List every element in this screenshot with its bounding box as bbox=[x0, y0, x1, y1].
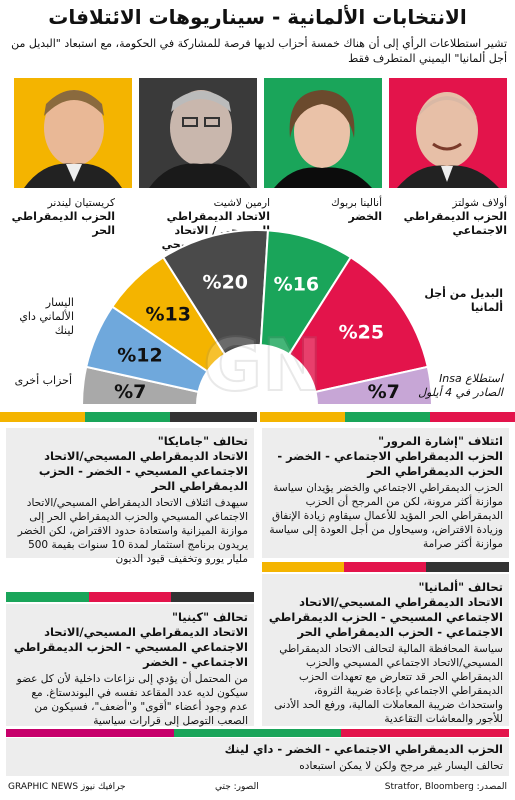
coalition-title: تحالف "ألمانيا" bbox=[418, 580, 503, 594]
chart-data-label: %13 bbox=[146, 303, 191, 325]
page-subtitle: تشير استطلاعات الرأي إلى أن هناك خمسة أح… bbox=[11, 37, 507, 65]
coalition-text: الحزب الديمقراطي الاجتماعي والخضر يؤيدان… bbox=[269, 482, 503, 550]
label-afd: البديل من أجل ألمانيا bbox=[424, 287, 503, 314]
color-strip-kenya bbox=[6, 592, 254, 602]
page-title: الانتخابات الألمانية - سيناريوهات الائتل… bbox=[48, 5, 467, 29]
coalition-parties: الاتحاد الديمقراطي المسيحي/الاتحاد الاجت… bbox=[38, 449, 248, 493]
candidate-label-scholz: أولاف شولتز الحزب الديمقراطي الاجتماعي bbox=[389, 196, 507, 238]
color-strip-left-coalition bbox=[6, 729, 509, 737]
coalition-title: تحالف "جامايكا" bbox=[157, 434, 248, 448]
candidate-name: أنالينا بربوك bbox=[331, 197, 382, 209]
candidate-label-lindner: كريستيان ليندنر الحزب الديمقراطي الحر bbox=[7, 196, 115, 238]
portrait-laschet bbox=[139, 78, 257, 188]
label-poll: استطلاع Insa الصادر في 4 أيلول bbox=[413, 372, 503, 400]
coalition-parties: الاتحاد الديمقراطي المسيحي/الاتحاد الاجت… bbox=[268, 595, 503, 639]
coalition-left: الحزب الديمقراطي الاجتماعي - الخضر - داي… bbox=[6, 738, 509, 776]
label-others: أحزاب أخرى bbox=[14, 374, 72, 387]
candidate-name: كريستيان ليندنر bbox=[47, 197, 115, 209]
portrait-scholz bbox=[389, 78, 507, 188]
coalition-title: الحزب الديمقراطي الاجتماعي - الخضر - داي… bbox=[224, 742, 503, 756]
candidate-party: الحزب الديمقراطي الحر bbox=[11, 210, 115, 237]
coalition-title: تحالف "كينيا" bbox=[171, 610, 248, 624]
coalition-text: سياسة المحافظة المالية لتحالف الاتحاد ال… bbox=[274, 643, 503, 725]
coalition-kenya: تحالف "كينيا" الاتحاد الديمقراطي المسيحي… bbox=[6, 604, 254, 727]
coalition-text: تحالف اليسار غير مرجح ولكن لا يمكن استبع… bbox=[299, 760, 503, 772]
label-left-party: اليسار الألماني داي لينك bbox=[19, 296, 74, 337]
coalition-parties: الاتحاد الديمقراطي المسيحي/الاتحاد الاجت… bbox=[13, 625, 248, 669]
coalition-parties: الحزب الديمقراطي الاجتماعي - الخضر - الح… bbox=[277, 449, 503, 478]
chart-data-label: %20 bbox=[203, 272, 248, 294]
parliament-chart: %7 %12 %13 %20 %16 %25 %7 bbox=[80, 229, 434, 406]
candidate-label-baerbock: أنالينا بربوك الخضر bbox=[282, 196, 382, 224]
candidate-party: الخضر bbox=[348, 210, 382, 223]
chart-data-label: %25 bbox=[339, 322, 384, 344]
candidate-party: الحزب الديمقراطي الاجتماعي bbox=[403, 210, 507, 237]
candidate-name: ارمين لاشيت bbox=[213, 197, 270, 209]
coalition-text: سيهدف ائتلاف الاتحاد الديمقراطي المسيحي/… bbox=[17, 497, 248, 565]
coalition-germany: تحالف "ألمانيا" الاتحاد الديمقراطي المسي… bbox=[262, 574, 509, 726]
chart-segment bbox=[287, 255, 429, 394]
color-strip-germany bbox=[262, 562, 509, 572]
footer-photo-credit: الصور: جتي bbox=[215, 782, 259, 792]
color-strip-top bbox=[0, 412, 515, 424]
coalition-title: ائتلاف "إشارة المرور" bbox=[378, 434, 503, 448]
coalition-text: من المحتمل أن يؤدي إلى نزاعات داخلية لأن… bbox=[16, 673, 248, 727]
footer-brand: GRAPHIC NEWS جرافيك نيوز bbox=[8, 782, 126, 792]
chart-data-label: %12 bbox=[117, 344, 162, 366]
poll-line-1: استطلاع Insa bbox=[439, 372, 503, 385]
portrait-lindner bbox=[14, 78, 132, 188]
chart-data-label: %7 bbox=[114, 381, 146, 403]
candidate-name: أولاف شولتز bbox=[452, 197, 507, 209]
coalition-jamaica: تحالف "جامايكا" الاتحاد الديمقراطي المسي… bbox=[6, 428, 254, 565]
coalition-traffic-light: ائتلاف "إشارة المرور" الحزب الديمقراطي ا… bbox=[262, 428, 509, 558]
footer-source: المصدر: Stratfor, Bloomberg bbox=[384, 782, 507, 792]
chart-segment bbox=[314, 365, 434, 406]
portrait-baerbock bbox=[264, 78, 382, 188]
poll-line-2: الصادر في 4 أيلول bbox=[418, 386, 503, 399]
chart-data-label: %16 bbox=[274, 274, 319, 296]
chart-data-label: %7 bbox=[368, 381, 400, 403]
